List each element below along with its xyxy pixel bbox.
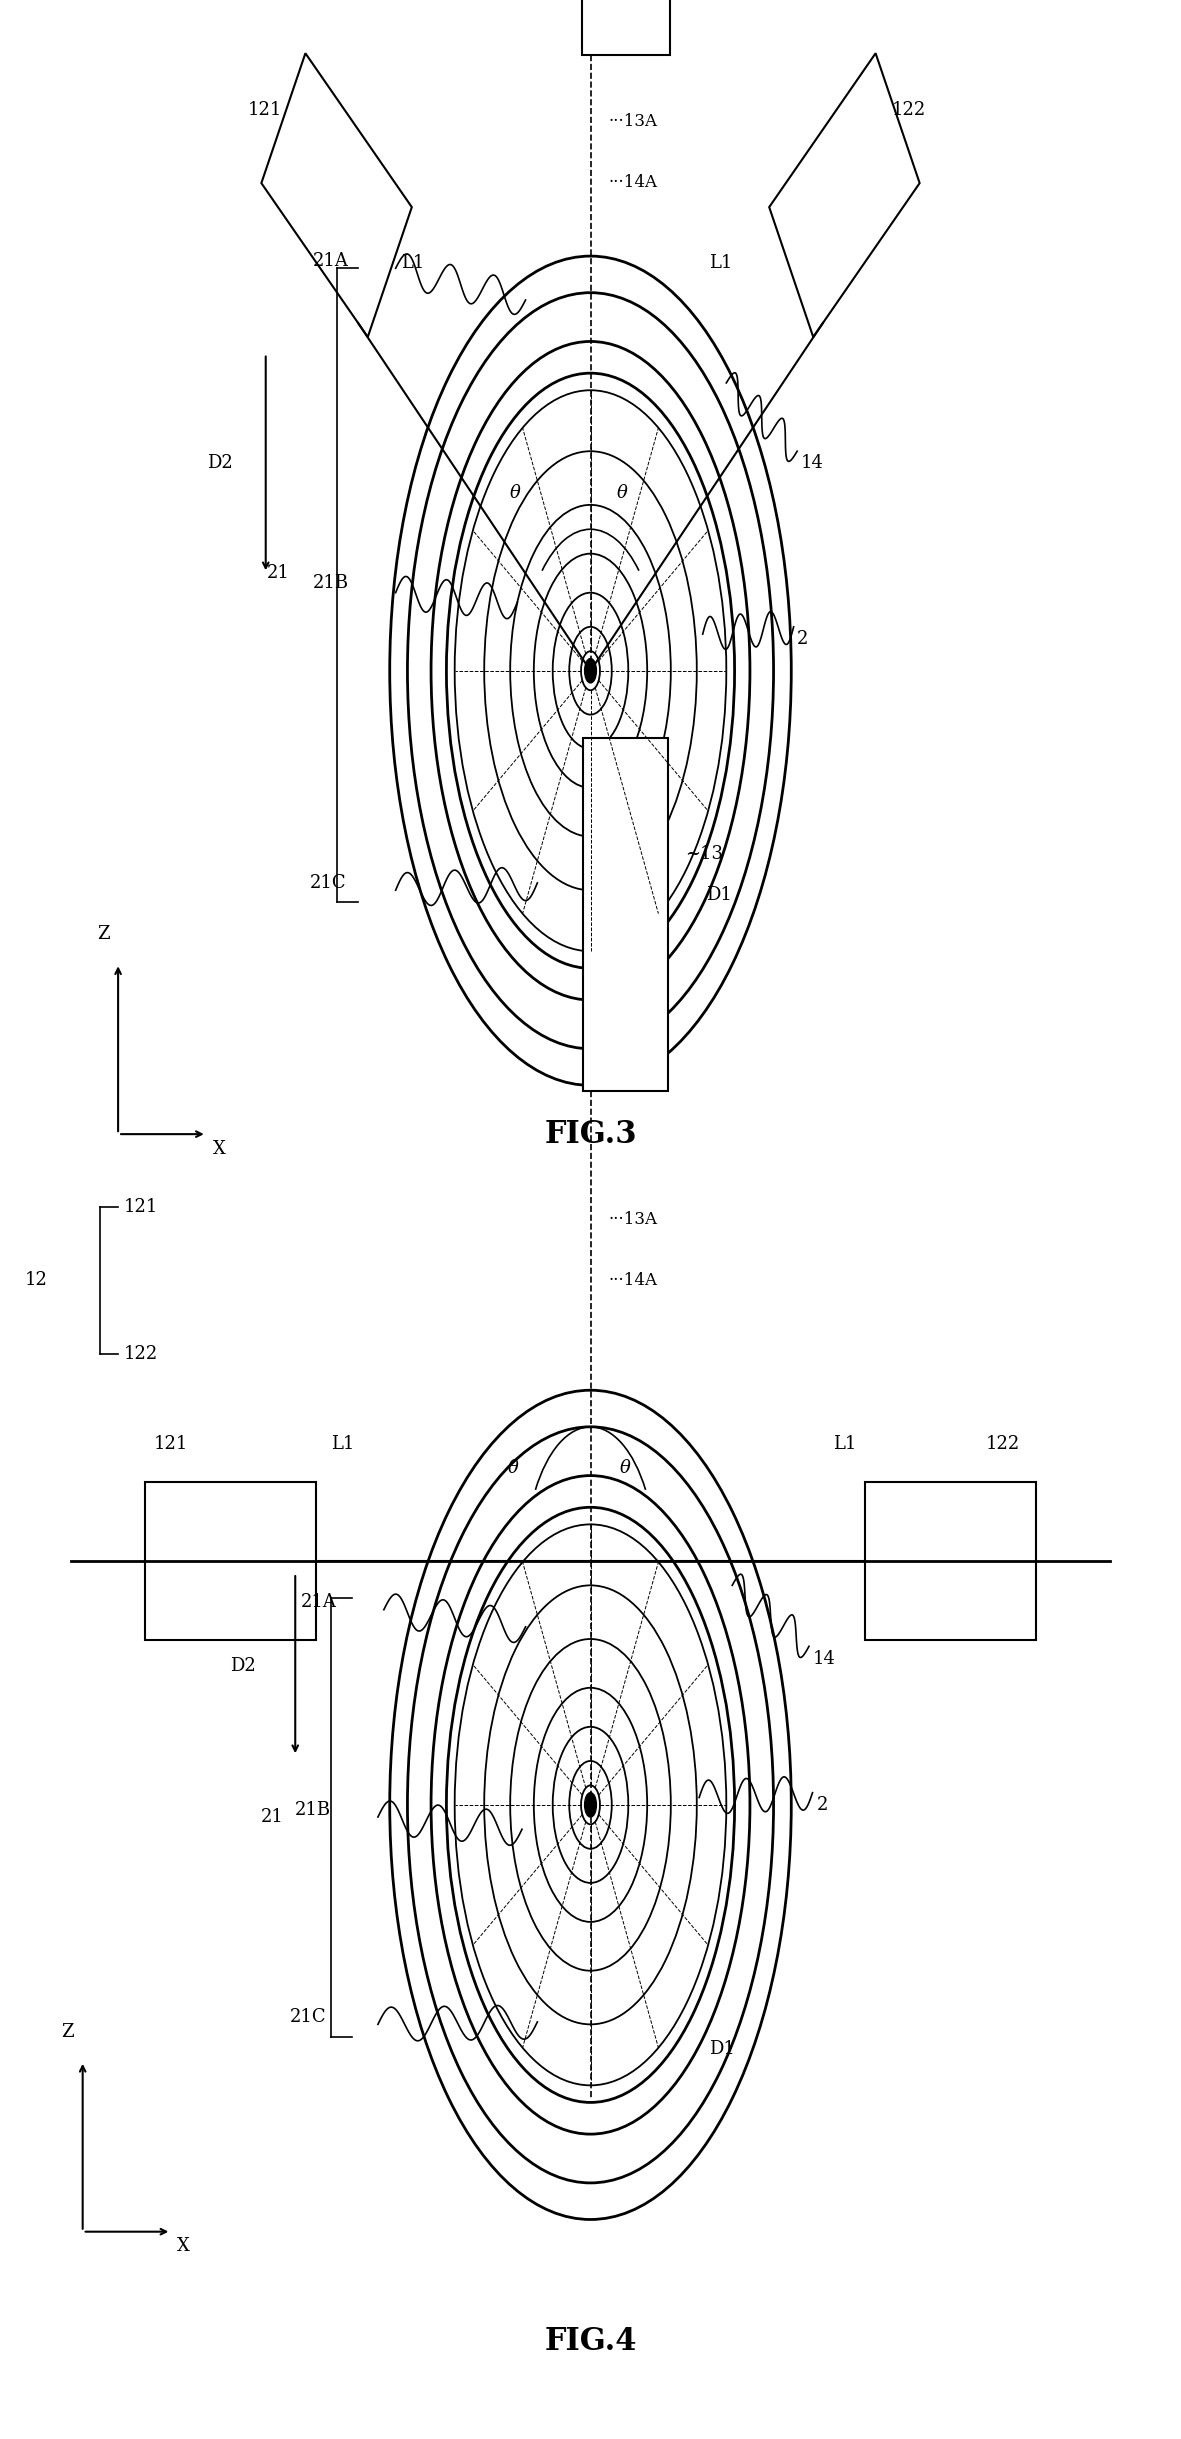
Text: 21A: 21A	[313, 251, 348, 271]
Text: L1: L1	[833, 1434, 856, 1454]
Text: 122: 122	[892, 100, 926, 120]
Text: 21: 21	[267, 563, 289, 583]
Text: D2: D2	[230, 1656, 256, 1676]
Text: 12: 12	[25, 1271, 47, 1290]
Text: 2: 2	[797, 629, 809, 649]
Text: θ: θ	[508, 1459, 518, 1478]
Text: 122: 122	[986, 1434, 1020, 1454]
Text: D1: D1	[706, 885, 732, 905]
Text: 21B: 21B	[313, 573, 350, 593]
Text: X: X	[177, 2237, 190, 2256]
Text: L1: L1	[402, 254, 425, 273]
Text: 14: 14	[813, 1649, 835, 1668]
Text: 21: 21	[261, 1807, 283, 1827]
Text: D1: D1	[709, 2039, 735, 2059]
Text: Z: Z	[61, 2022, 74, 2041]
Text: θ: θ	[620, 1459, 631, 1478]
Polygon shape	[583, 737, 668, 1093]
Text: 121: 121	[248, 100, 282, 120]
Text: D2: D2	[207, 454, 233, 473]
Text: 21A: 21A	[301, 1593, 337, 1612]
Text: 2: 2	[817, 1795, 829, 1815]
Polygon shape	[261, 54, 412, 337]
Circle shape	[585, 1793, 596, 1817]
Text: X: X	[213, 1139, 226, 1159]
Text: 14: 14	[801, 454, 823, 473]
Text: ···13A: ···13A	[608, 115, 657, 129]
Polygon shape	[864, 1483, 1036, 1639]
Text: 21C: 21C	[309, 873, 346, 893]
Circle shape	[585, 659, 596, 683]
Text: 21B: 21B	[295, 1800, 332, 1819]
Text: 21C: 21C	[289, 2007, 326, 2027]
Text: 121: 121	[154, 1434, 188, 1454]
Text: ···14A: ···14A	[608, 176, 657, 190]
Text: FIG.4: FIG.4	[544, 2327, 637, 2356]
Text: ~13: ~13	[685, 844, 723, 863]
Text: ···14A: ···14A	[608, 1273, 657, 1288]
Text: 121: 121	[124, 1198, 158, 1217]
Polygon shape	[769, 54, 920, 337]
Text: L1: L1	[709, 254, 732, 273]
Text: 122: 122	[124, 1344, 158, 1363]
Text: L1: L1	[331, 1434, 354, 1454]
Text: θ: θ	[510, 483, 521, 502]
Polygon shape	[581, 0, 671, 56]
Text: θ: θ	[616, 483, 627, 502]
Polygon shape	[145, 1483, 317, 1639]
Text: Z: Z	[97, 924, 110, 944]
Text: ···13A: ···13A	[608, 1212, 657, 1227]
Text: FIG.3: FIG.3	[544, 1120, 637, 1149]
